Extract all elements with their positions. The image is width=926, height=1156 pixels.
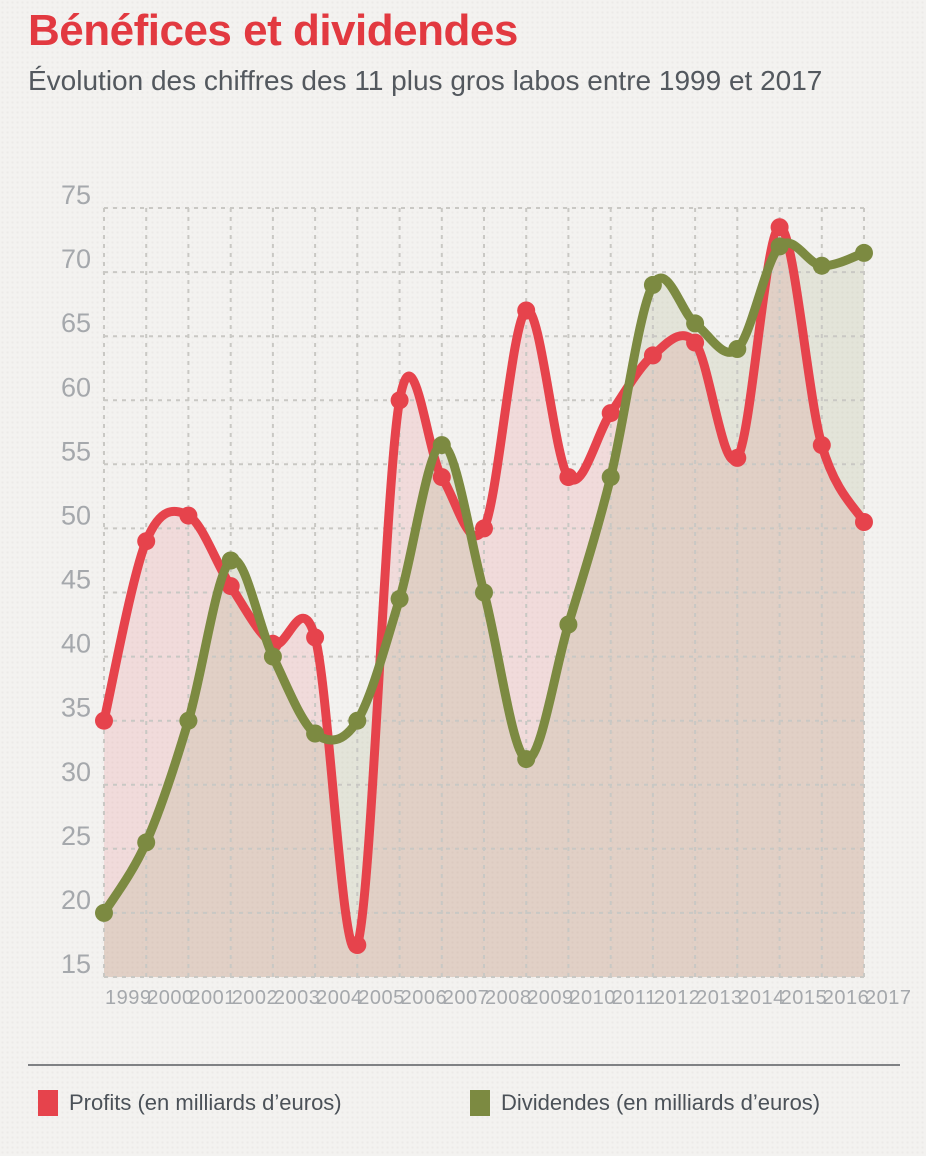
dividendes-point-2015[interactable] <box>770 237 789 256</box>
profits-point-2005[interactable] <box>348 936 367 954</box>
dividendes-point-2007[interactable] <box>432 436 451 455</box>
profits-point-2012[interactable] <box>643 346 662 365</box>
chart-legend: Profits (en milliards d’euros) Dividende… <box>0 1090 926 1130</box>
y-axis-label-30: 30 <box>61 757 91 787</box>
y-axis-label-40: 40 <box>61 629 91 659</box>
y-axis-label-75: 75 <box>61 180 91 210</box>
dividendes-point-2016[interactable] <box>812 256 831 275</box>
y-axis-label-70: 70 <box>61 244 91 274</box>
profits-point-2016[interactable] <box>812 436 831 455</box>
legend-divider <box>28 1064 900 1066</box>
y-axis-label-60: 60 <box>61 372 91 402</box>
profits-point-2004[interactable] <box>306 628 325 647</box>
x-axis-label-2000: 2000 <box>147 987 194 1009</box>
x-axis-label-2001: 2001 <box>189 987 236 1009</box>
x-axis-label-2006: 2006 <box>401 987 448 1009</box>
profits-point-2008[interactable] <box>475 519 493 538</box>
x-axis-label-2012: 2012 <box>654 987 701 1009</box>
y-axis-label-15: 15 <box>61 949 91 979</box>
page-subtitle: Évolution des chiffres des 11 plus gros … <box>28 65 823 96</box>
x-axis-label-2005: 2005 <box>358 987 405 1009</box>
x-axis-label-2014: 2014 <box>738 987 785 1009</box>
dividendes-point-2003[interactable] <box>263 647 282 666</box>
dividendes-point-2012[interactable] <box>643 275 662 294</box>
profits-point-2015[interactable] <box>770 218 789 237</box>
dividendes-point-2010[interactable] <box>559 615 578 634</box>
y-axis-label-65: 65 <box>61 308 91 338</box>
dividendes-point-2014[interactable] <box>728 340 747 358</box>
dividendes-point-2001[interactable] <box>179 711 198 730</box>
x-axis-label-2002: 2002 <box>232 987 279 1009</box>
line-chart: 1520253035404550556065707519992000200120… <box>61 180 912 1009</box>
dividendes-point-2011[interactable] <box>601 468 620 487</box>
x-axis-label-2017: 2017 <box>865 987 912 1009</box>
dividendes-point-1999[interactable] <box>95 903 113 922</box>
page-title: Bénéfices et dividendes <box>28 6 518 55</box>
profits-point-2007[interactable] <box>432 468 451 487</box>
header: Bénéfices et dividendes Évolution des ch… <box>28 6 898 97</box>
profits-point-2014[interactable] <box>728 448 747 467</box>
profits-point-1999[interactable] <box>95 711 113 730</box>
profits-point-2010[interactable] <box>559 468 578 487</box>
profits-point-2013[interactable] <box>686 333 705 352</box>
dividendes-point-2013[interactable] <box>686 314 705 333</box>
x-axis-label-2007: 2007 <box>443 987 490 1009</box>
legend-item-dividendes[interactable]: Dividendes (en milliards d’euros) <box>470 1090 820 1116</box>
profits-point-2000[interactable] <box>137 532 156 551</box>
profits-point-2017[interactable] <box>855 513 873 531</box>
x-axis-label-2011: 2011 <box>612 987 657 1009</box>
profits-point-2001[interactable] <box>179 506 198 525</box>
x-axis-label-2013: 2013 <box>696 987 743 1009</box>
y-axis-label-35: 35 <box>61 693 91 723</box>
x-axis-label-2009: 2009 <box>527 987 574 1009</box>
y-axis-label-50: 50 <box>61 500 91 530</box>
dividendes-point-2004[interactable] <box>306 724 325 743</box>
dividendes-point-2009[interactable] <box>517 750 536 769</box>
profits-point-2002[interactable] <box>221 577 240 596</box>
legend-item-profits[interactable]: Profits (en milliards d’euros) <box>38 1090 342 1116</box>
profits-point-2009[interactable] <box>517 301 536 320</box>
profits-swatch <box>38 1090 58 1116</box>
dividendes-point-2000[interactable] <box>137 833 156 852</box>
dividendes-legend-label: Dividendes (en milliards d’euros) <box>501 1090 821 1115</box>
x-axis-label-2008: 2008 <box>485 987 532 1009</box>
dividendes-swatch <box>470 1090 490 1116</box>
x-axis-label-2016: 2016 <box>823 987 870 1009</box>
x-axis-label-2010: 2010 <box>569 987 616 1009</box>
y-axis-label-55: 55 <box>61 436 91 466</box>
x-axis-label-2003: 2003 <box>274 987 321 1009</box>
profits-point-2011[interactable] <box>601 404 620 423</box>
dividendes-point-2005[interactable] <box>348 711 367 730</box>
y-axis-label-45: 45 <box>61 565 91 595</box>
dividendes-point-2008[interactable] <box>475 583 493 602</box>
x-axis-label-2015: 2015 <box>781 987 828 1009</box>
profits-legend-label: Profits (en milliards d’euros) <box>69 1090 342 1115</box>
x-axis-label-2004: 2004 <box>316 987 363 1009</box>
x-axis-label-1999: 1999 <box>105 987 152 1009</box>
y-axis-label-20: 20 <box>61 885 91 915</box>
dividendes-point-2002[interactable] <box>221 551 240 570</box>
profits-point-2006[interactable] <box>390 391 409 410</box>
y-axis-label-25: 25 <box>61 821 91 851</box>
dividendes-point-2006[interactable] <box>390 589 409 608</box>
dividendes-point-2017[interactable] <box>855 243 873 262</box>
